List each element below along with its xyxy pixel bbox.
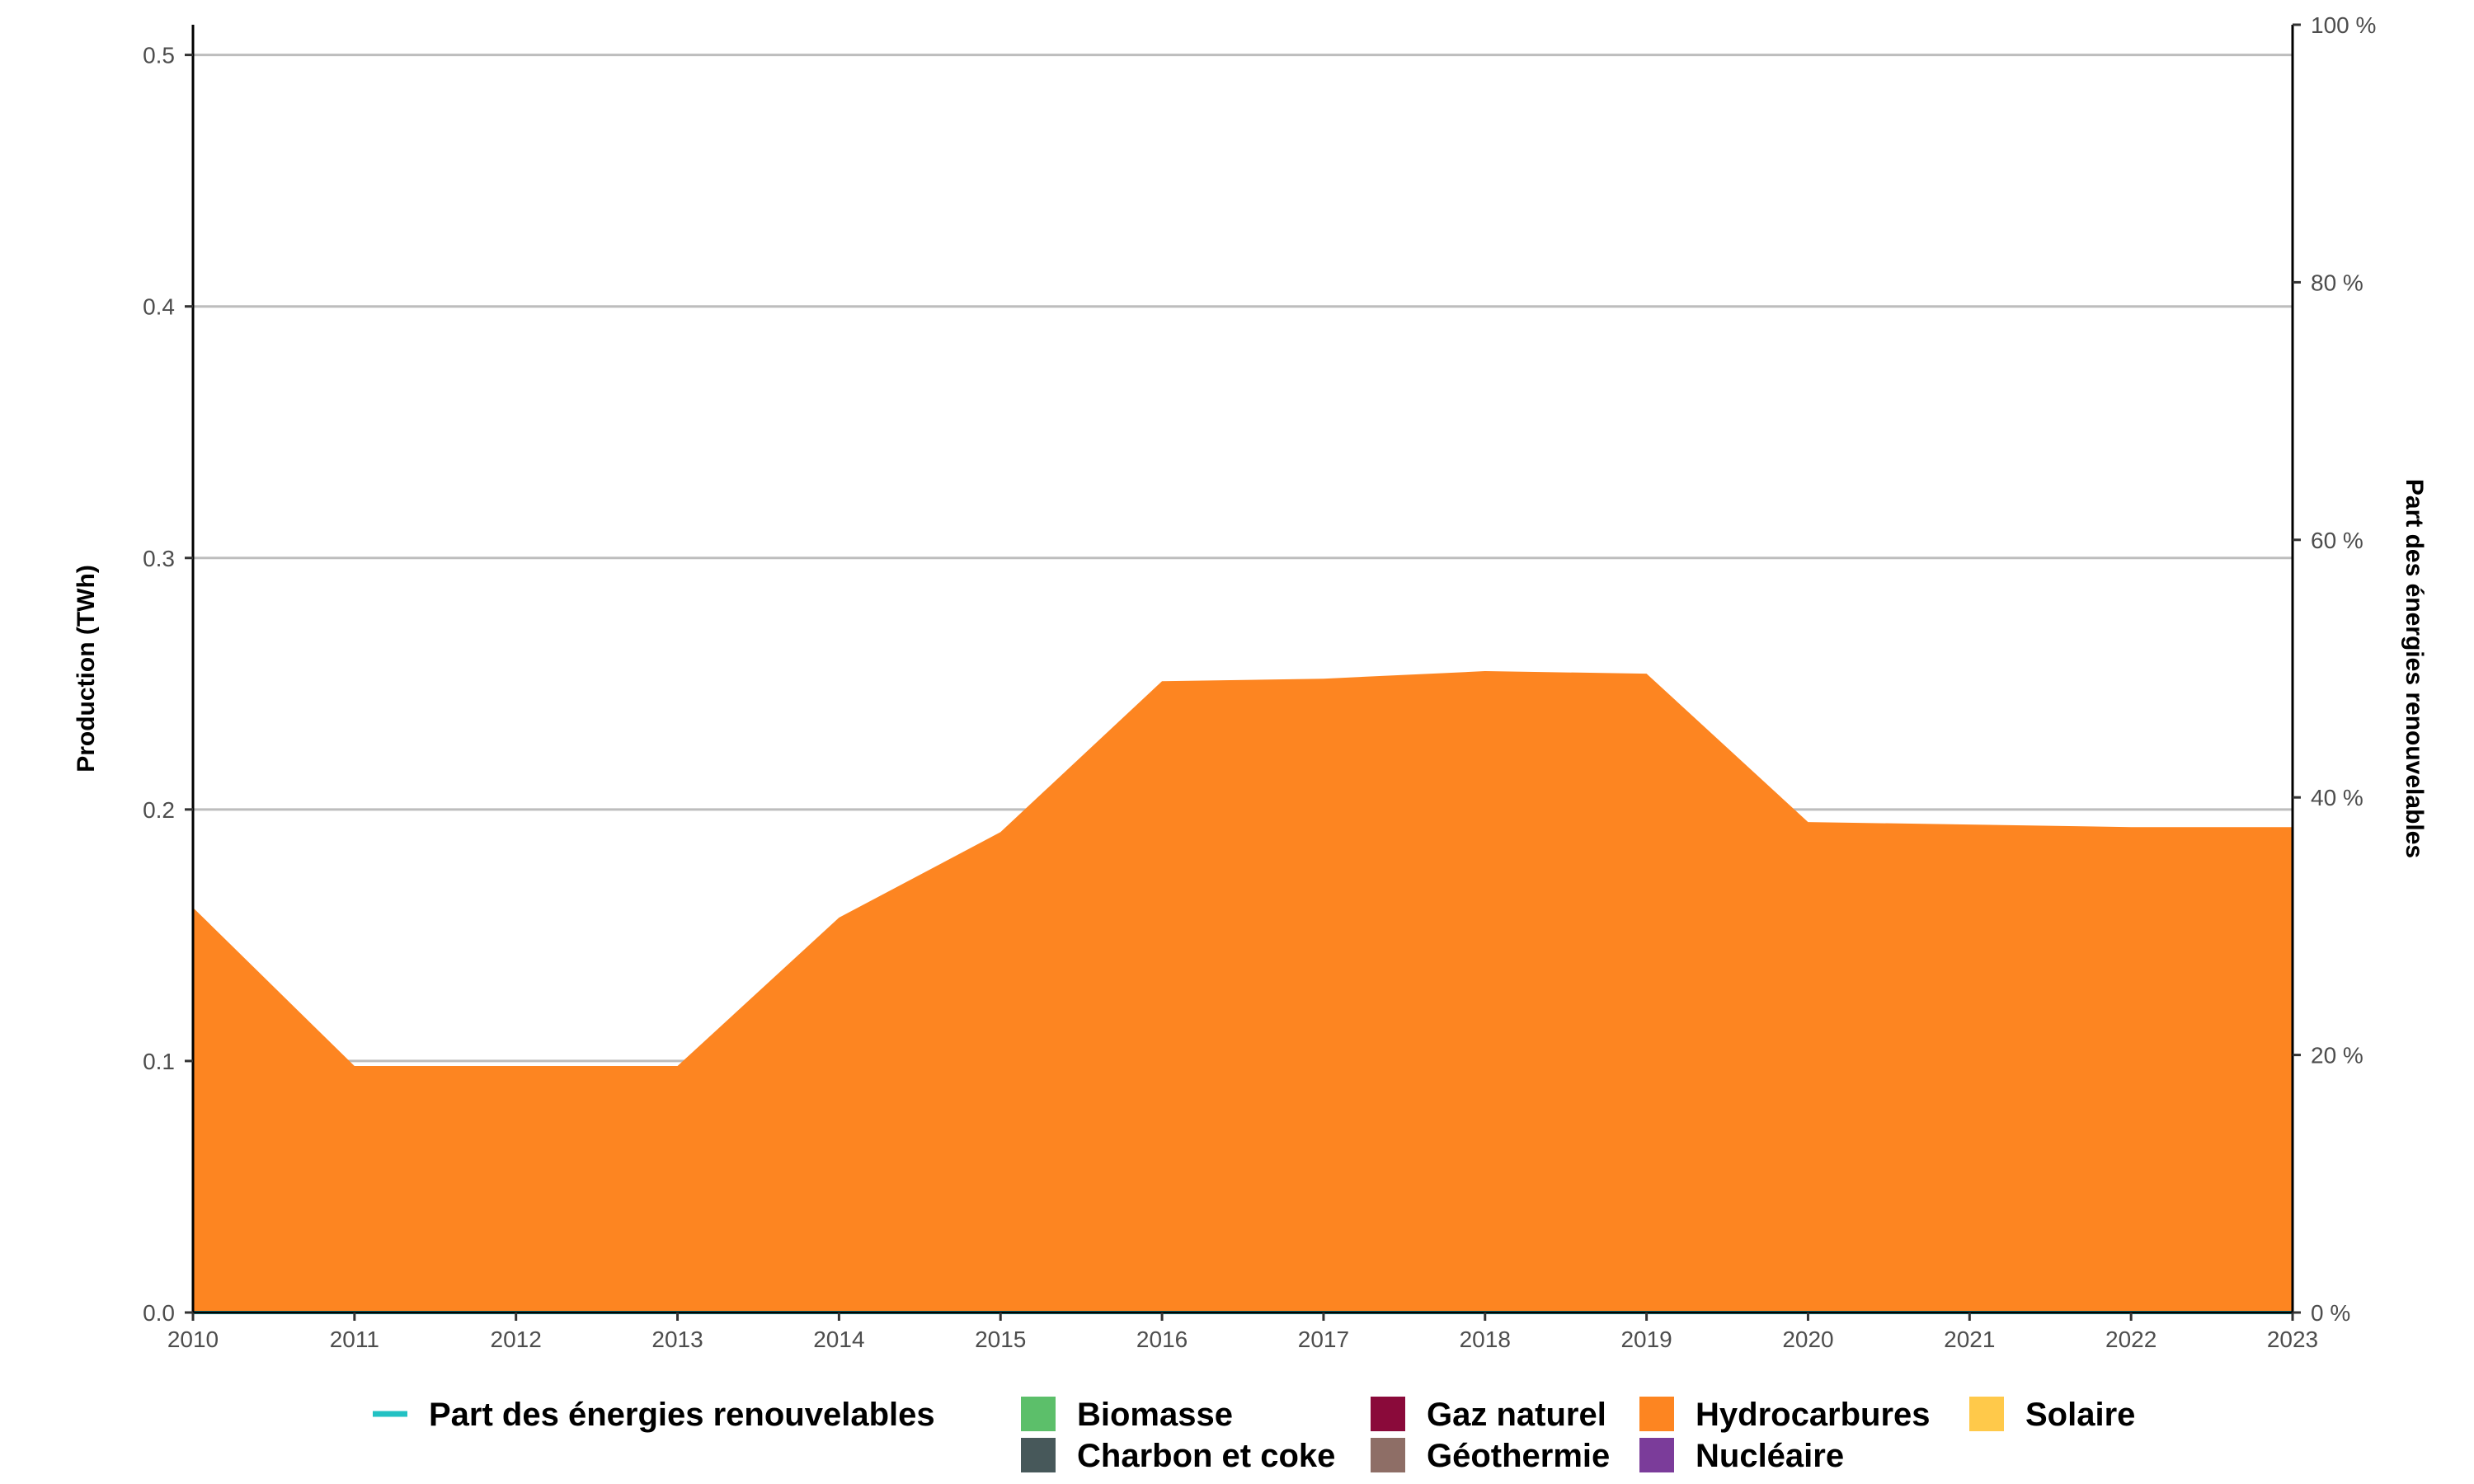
y2-tick-label: 40 %	[2311, 785, 2363, 810]
x-tick-label: 2022	[2105, 1327, 2157, 1352]
legend-item: Hydrocarbures	[1639, 1397, 1931, 1433]
y-tick-label: 0.1	[143, 1049, 175, 1074]
y-tick-label: 0.5	[143, 43, 175, 68]
legend: Part des énergies renouvelables Biomasse C…	[373, 1397, 2135, 1474]
y2-tick-label: 60 %	[2311, 528, 2363, 553]
left-axis-ticks: 0.0 0.1 0.2 0.3 0.4 0.5	[143, 43, 193, 1326]
x-tick-label: 2017	[1298, 1327, 1349, 1352]
legend-item: Part des énergies renouvelables	[373, 1397, 935, 1433]
y-tick-label: 0.3	[143, 546, 175, 571]
x-tick-label: 2014	[813, 1327, 864, 1352]
legend-item: Gaz naturel	[1371, 1397, 1606, 1433]
x-tick-label: 2015	[975, 1327, 1026, 1352]
y2-axis-title: Part des énergies renouvelables	[2401, 479, 2428, 858]
x-tick-label: 2019	[1620, 1327, 1672, 1352]
area-hydrocarbures	[193, 671, 2293, 1313]
legend-item: Biomasse	[1021, 1397, 1233, 1433]
y-tick-label: 0.4	[143, 294, 175, 320]
x-tick-label: 2023	[2267, 1327, 2318, 1352]
y-tick-label: 0.2	[143, 797, 175, 823]
legend-item: Solaire	[1969, 1397, 2135, 1433]
legend-item: Géothermie	[1371, 1438, 1610, 1474]
plot-areas	[193, 671, 2293, 1313]
legend-label: Solaire	[2025, 1397, 2135, 1433]
legend-swatch	[1371, 1438, 1405, 1472]
legend-swatch	[1639, 1397, 1674, 1431]
x-tick-label: 2010	[167, 1327, 219, 1352]
right-axis-ticks: 0 % 20 % 40 % 60 % 80 % 100 %	[2293, 12, 2376, 1326]
legend-label: Gaz naturel	[1427, 1397, 1606, 1433]
legend-label: Charbon et coke	[1077, 1438, 1335, 1474]
legend-swatch	[1371, 1397, 1405, 1431]
x-axis-ticks: 2010 2011 2012 2013 2014 2015 2016 2017 2018 2019…	[167, 1313, 2318, 1352]
legend-swatch	[1639, 1438, 1674, 1472]
x-tick-label: 2020	[1782, 1327, 1833, 1352]
legend-swatch	[1021, 1397, 1056, 1431]
x-tick-label: 2021	[1944, 1327, 1995, 1352]
legend-item: Nucléaire	[1639, 1438, 1844, 1474]
x-tick-label: 2011	[330, 1327, 379, 1352]
y2-tick-label: 0 %	[2311, 1300, 2350, 1326]
legend-swatch	[1969, 1397, 2004, 1431]
x-tick-label: 2012	[491, 1327, 542, 1352]
legend-label: Biomasse	[1077, 1397, 1233, 1433]
y2-tick-label: 80 %	[2311, 270, 2363, 295]
legend-label: Part des énergies renouvelables	[429, 1397, 935, 1433]
legend-swatch	[1021, 1438, 1056, 1472]
y2-tick-label: 20 %	[2311, 1043, 2363, 1068]
y-tick-label: 0.0	[143, 1300, 175, 1326]
legend-item: Charbon et coke	[1021, 1438, 1335, 1474]
x-tick-label: 2013	[651, 1327, 703, 1352]
y-axis-title: Production (TWh)	[73, 565, 100, 773]
legend-label: Nucléaire	[1696, 1438, 1844, 1474]
x-tick-label: 2016	[1136, 1327, 1188, 1352]
legend-label: Géothermie	[1427, 1438, 1610, 1474]
legend-label: Hydrocarbures	[1696, 1397, 1931, 1433]
y2-tick-label: 100 %	[2311, 12, 2376, 38]
x-tick-label: 2018	[1460, 1327, 1511, 1352]
axes	[191, 25, 2294, 1314]
